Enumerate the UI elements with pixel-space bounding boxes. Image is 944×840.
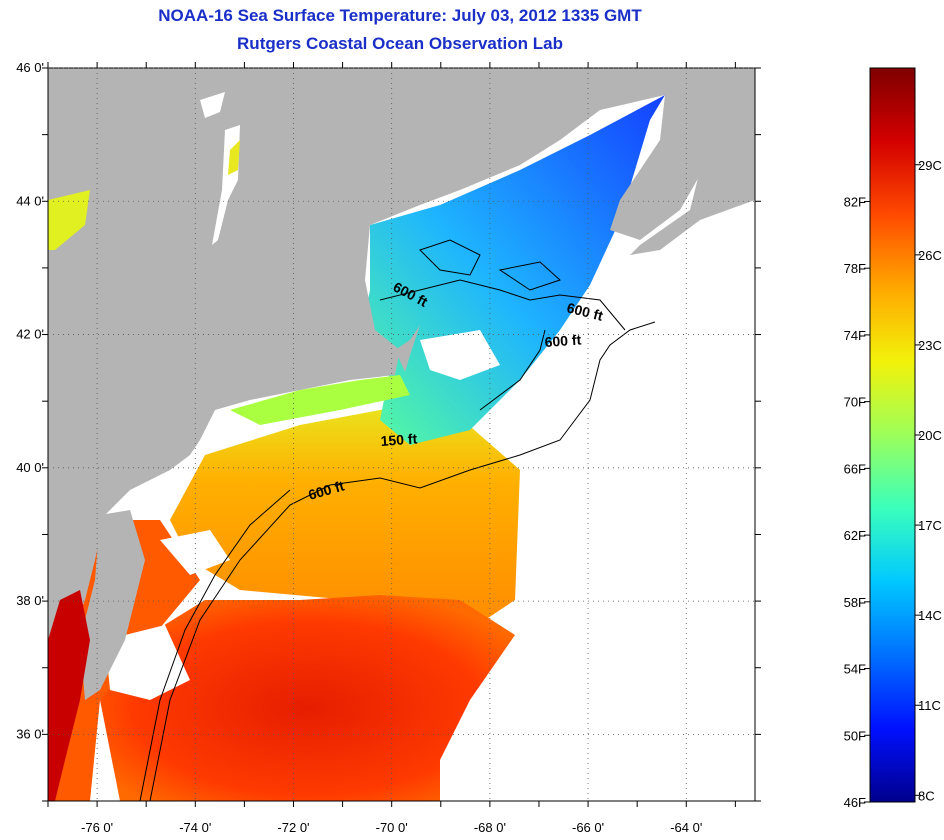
colorbar-f-label: 82F <box>844 194 866 209</box>
colorbar-fahrenheit-labels: 82F 78F 74F 70F 66F 62F 58F 54F 50F 46F <box>844 194 870 810</box>
long-island-water <box>230 375 410 425</box>
colorbar-c-label: 29C <box>918 158 942 173</box>
colorbar-c-label: 17C <box>918 518 942 533</box>
colorbar-celsius-labels: 29C 26C 23C 20C 17C 14C 11C 8C <box>915 158 942 803</box>
shelf-water <box>170 400 520 630</box>
colorbar-f-label: 70F <box>844 395 866 410</box>
lon-tick-label: -64 0' <box>670 820 702 835</box>
map-subtitle: Rutgers Coastal Ocean Observation Lab <box>237 34 563 53</box>
grid-lines <box>48 67 755 801</box>
colorbar-f-label: 46F <box>844 795 866 810</box>
colorbar-c-label: 26C <box>918 248 942 263</box>
lon-tick-label: -76 0' <box>81 820 113 835</box>
delmarva-land <box>80 510 145 700</box>
lat-tick-label: 40 0' <box>16 460 44 475</box>
colorbar-f-label: 66F <box>844 461 866 476</box>
lat-tick-label: 42 0' <box>16 327 44 342</box>
colorbar-gradient <box>869 67 916 803</box>
colorbar-c-label: 23C <box>918 338 942 353</box>
lat-tick-label: 38 0' <box>16 593 44 608</box>
colorbar-f-label: 62F <box>844 528 866 543</box>
colorbar-c-label: 14C <box>918 608 942 623</box>
colorbar-c-label: 20C <box>918 428 942 443</box>
inland-patch <box>48 190 90 250</box>
colorbar-c-label: 11C <box>918 698 941 713</box>
cloud-patch <box>160 530 230 575</box>
chesapeake-water <box>48 590 90 801</box>
cape-cod-land <box>395 325 420 372</box>
lake <box>200 92 225 118</box>
inland-patch <box>228 140 240 175</box>
cloud-patch <box>105 625 190 700</box>
axes: 46 0' 44 0' 42 0' 40 0' 38 0' 36 0' -76 0' -74 … <box>16 60 761 835</box>
lon-tick-label: -68 0' <box>474 820 506 835</box>
colorbar-f-label: 50F <box>844 728 866 743</box>
lat-tick-label: 46 0' <box>16 60 44 75</box>
gulf-stream-water <box>100 595 515 801</box>
bathymetry-contours <box>139 239 656 801</box>
lon-tick-label: -72 0' <box>277 820 309 835</box>
plot-frame <box>47 67 756 802</box>
land-mass <box>48 68 755 720</box>
colorbar-f-label: 78F <box>844 261 866 276</box>
lon-tick-label: -70 0' <box>376 820 408 835</box>
map-title: NOAA-16 Sea Surface Temperature: July 03… <box>158 6 642 25</box>
colorbar-f-label: 74F <box>844 328 866 343</box>
contour-label: 600 ft <box>544 331 582 350</box>
colorbar-f-label: 58F <box>844 595 866 610</box>
lat-tick-label: 44 0' <box>16 193 44 208</box>
lon-tick-label: -74 0' <box>179 820 211 835</box>
nova-scotia-land <box>630 140 755 255</box>
contour-label: 150 ft <box>380 430 418 449</box>
colorbar-f-label: 54F <box>844 662 866 677</box>
lon-tick-label: -66 0' <box>572 820 604 835</box>
colorbar-c-label: 8C <box>918 788 935 803</box>
lat-tick-label: 36 0' <box>16 726 44 741</box>
cloud-patch <box>420 330 500 380</box>
